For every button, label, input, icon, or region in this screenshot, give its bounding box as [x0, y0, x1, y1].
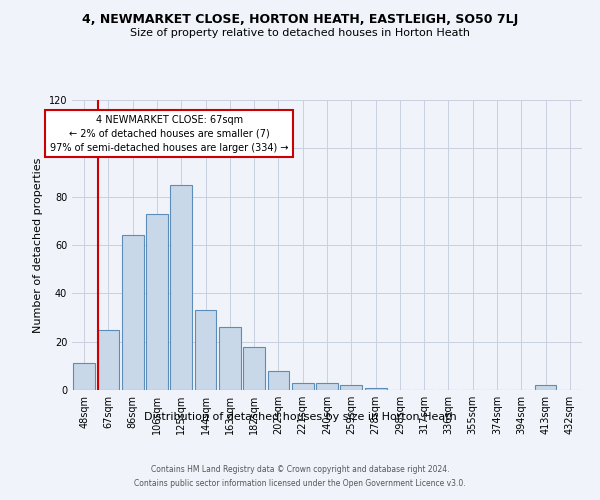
Bar: [316, 383, 338, 390]
Bar: [97, 330, 119, 390]
Bar: [170, 184, 192, 390]
Bar: [73, 364, 95, 390]
Bar: [268, 370, 289, 390]
Text: Distribution of detached houses by size in Horton Heath: Distribution of detached houses by size …: [143, 412, 457, 422]
Bar: [146, 214, 168, 390]
Bar: [243, 346, 265, 390]
Bar: [365, 388, 386, 390]
Bar: [194, 310, 217, 390]
Bar: [340, 385, 362, 390]
Bar: [122, 236, 143, 390]
Text: 4, NEWMARKET CLOSE, HORTON HEATH, EASTLEIGH, SO50 7LJ: 4, NEWMARKET CLOSE, HORTON HEATH, EASTLE…: [82, 12, 518, 26]
Text: Contains HM Land Registry data © Crown copyright and database right 2024.
Contai: Contains HM Land Registry data © Crown c…: [134, 466, 466, 487]
Text: 4 NEWMARKET CLOSE: 67sqm
← 2% of detached houses are smaller (7)
97% of semi-det: 4 NEWMARKET CLOSE: 67sqm ← 2% of detache…: [50, 114, 289, 152]
Bar: [535, 385, 556, 390]
Bar: [292, 383, 314, 390]
Text: Size of property relative to detached houses in Horton Heath: Size of property relative to detached ho…: [130, 28, 470, 38]
Bar: [219, 327, 241, 390]
Y-axis label: Number of detached properties: Number of detached properties: [33, 158, 43, 332]
